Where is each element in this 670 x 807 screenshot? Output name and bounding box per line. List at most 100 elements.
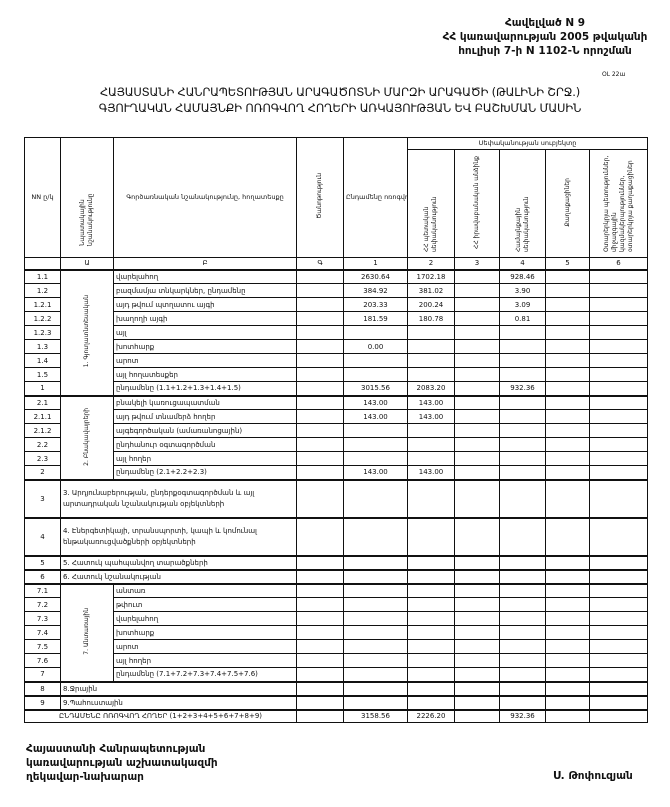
cell-value [296, 437, 344, 452]
cell-value [407, 568, 455, 584]
column-index: 1 [343, 257, 408, 270]
row-number: 2.1 [24, 394, 61, 410]
group-label: 1. Գյուղատնտեսական [60, 268, 114, 396]
cell-value [454, 311, 500, 326]
cell-value [407, 367, 455, 382]
row-label: խոտհարք [113, 339, 297, 354]
cell-value [588, 353, 649, 368]
cell-value [588, 516, 649, 556]
cell-value [407, 667, 455, 682]
row-number: 7.1 [24, 582, 61, 598]
cell-value [454, 381, 500, 396]
cell-value [545, 516, 590, 556]
cell-value [499, 325, 546, 340]
row-label: այլ հողատեսքեր [113, 367, 297, 382]
header-col-5: Քաղաքացիներ [545, 149, 590, 258]
grand-total-row: ԸՆԴԱՄԵՆԸ ՈՌՈԳՎՈՂ ՀՈՂԵՐ (1+2+3+4+5+6+7+8+… [24, 708, 649, 723]
cell-value [454, 325, 500, 340]
cell-value [343, 597, 408, 612]
cell-value [296, 325, 344, 340]
cell-value [588, 465, 649, 480]
cell-value [545, 353, 590, 368]
cell-value [343, 423, 408, 438]
cell-value [499, 339, 546, 354]
row-label: 6. Հատուկ նշանակության [60, 568, 297, 584]
cell-value: 0.00 [343, 339, 408, 354]
cell-value [454, 639, 500, 654]
cell-value [407, 597, 455, 612]
cell-value [407, 653, 455, 668]
cell-value [296, 694, 344, 710]
row-number: 2 [24, 465, 61, 480]
cell-value [296, 653, 344, 668]
cell-value [545, 297, 590, 312]
cell-value [545, 394, 590, 410]
cell-value [407, 554, 455, 570]
cell-value [296, 423, 344, 438]
cell-value: 203.33 [343, 297, 408, 312]
table-row: 3 3. Արդյունաբերության, ընդերքօգտագործման… [24, 478, 649, 518]
row-label: բազմամյա տնկարկներ, ընդամենը [113, 283, 297, 298]
row-label: բնակելի կառուցապատման [113, 394, 297, 410]
row-number: 6 [24, 568, 61, 584]
annex-line-3: հուլիսի 7-ի N 1102-Ն որոշման [458, 45, 632, 57]
cell-value: 143.00 [407, 409, 455, 424]
cell-value [296, 339, 344, 354]
table-row: 1.3 խոտհարք 0.00 [24, 339, 649, 354]
cell-value [296, 367, 344, 382]
cell-value [296, 597, 344, 612]
cell-value [588, 554, 649, 570]
cell-value [343, 582, 408, 598]
row-label: ընդամենը (1.1+1.2+1.3+1.4+1.5) [113, 381, 297, 396]
cell-value [499, 694, 546, 710]
cell-value [588, 639, 649, 654]
table-row: 7 ընդամենը (7.1+7.2+7.3+7.4+7.5+7.6) [24, 667, 649, 682]
header-col-2: ՀՀ պետական սեփականություն [407, 149, 455, 258]
header-col-4: Համայնքային սեփականություն [499, 149, 546, 258]
cell-value [545, 680, 590, 696]
cell-value: 2630.64 [343, 268, 408, 284]
cell-value [499, 409, 546, 424]
cell-value [588, 625, 649, 640]
cell-value [499, 465, 546, 480]
cell-value [588, 582, 649, 598]
row-number: 2.1.2 [24, 423, 61, 438]
row-number: 5 [24, 554, 61, 570]
row-label: վարելահող [113, 611, 297, 626]
cell-value [343, 367, 408, 382]
table-row: 7.2 թփուտ [24, 597, 649, 612]
row-number: 8 [24, 680, 61, 696]
grand-total-value [545, 708, 590, 723]
cell-value [588, 680, 649, 696]
cell-value [296, 353, 344, 368]
cell-value [588, 597, 649, 612]
annex-line-2: ՀՀ կառավարության 2005 թվականի [442, 31, 648, 43]
row-number: 1 [24, 381, 61, 396]
cell-value: 2083.20 [407, 381, 455, 396]
cell-value [588, 568, 649, 584]
cell-value [545, 554, 590, 570]
cell-value [296, 478, 344, 518]
table-row: 1 ընդամենը (1.1+1.2+1.3+1.4+1.5) 3015.56 20… [24, 381, 649, 396]
cell-value [343, 516, 408, 556]
column-index [24, 257, 61, 270]
row-label: 8.Ջրային [60, 680, 297, 696]
cell-value [545, 694, 590, 710]
table-row: 7.5 արոտ [24, 639, 649, 654]
cell-value [588, 451, 649, 466]
cell-value: 180.78 [407, 311, 455, 326]
signatory-line-1: Հայաստանի Հանրապետության [26, 743, 206, 755]
cell-value [296, 311, 344, 326]
row-label: արոտ [113, 639, 297, 654]
grand-total-value [588, 708, 649, 723]
table-row: 7.4 խոտհարք [24, 625, 649, 640]
cell-value [588, 283, 649, 298]
cell-value [499, 437, 546, 452]
cell-value [545, 667, 590, 682]
cell-value [499, 423, 546, 438]
column-index: 5 [545, 257, 590, 270]
cell-value [499, 394, 546, 410]
cell-value: 3.90 [499, 283, 546, 298]
table-row: 1.1 1. Գյուղատնտեսական վարելահող 2630.64 170… [24, 268, 649, 396]
cell-value [499, 478, 546, 518]
